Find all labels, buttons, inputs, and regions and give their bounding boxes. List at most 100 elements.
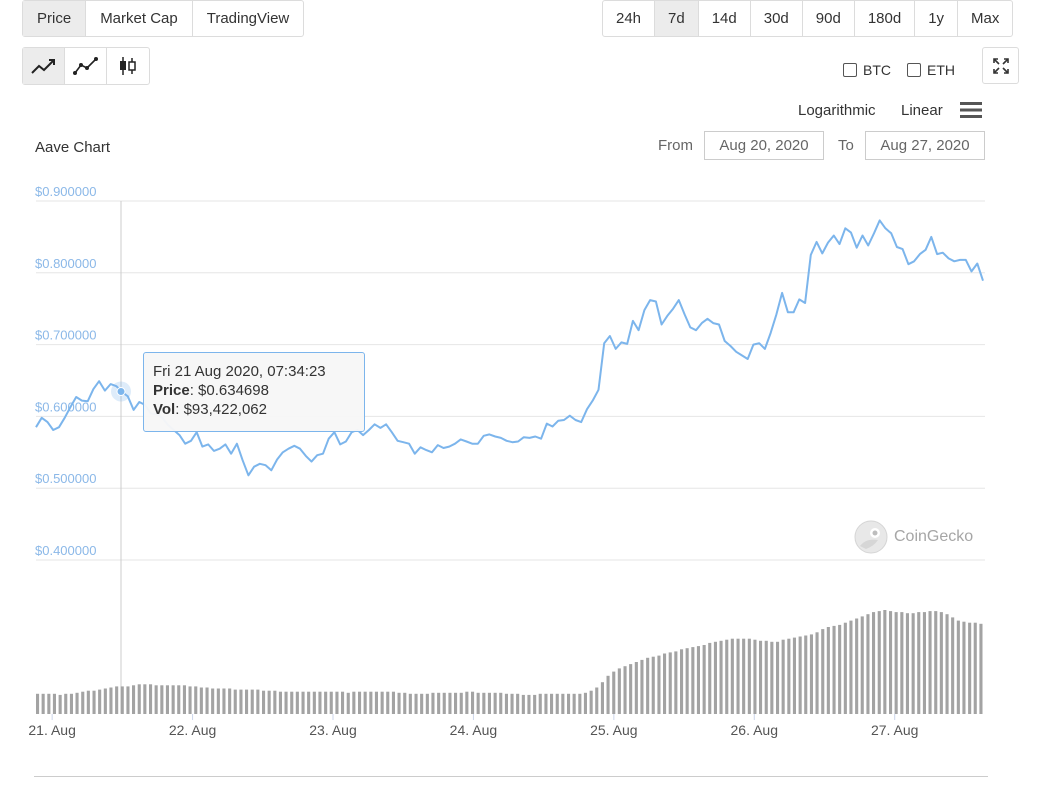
volume-bar <box>81 691 85 714</box>
volume-bar <box>634 662 638 714</box>
volume-bar <box>781 639 785 714</box>
line-chart-icon <box>30 59 55 74</box>
volume-bar <box>120 686 124 714</box>
volume-bar <box>165 685 169 714</box>
tooltip-price-value: $0.634698 <box>198 382 269 399</box>
volume-bar <box>533 694 537 714</box>
coingecko-logo-icon <box>854 520 888 554</box>
volume-bar <box>973 622 977 714</box>
volume-bar <box>487 692 491 714</box>
range-24h-button[interactable]: 24h <box>603 1 656 36</box>
volume-bar <box>301 691 305 714</box>
volume-bar <box>47 693 51 714</box>
fullscreen-button[interactable] <box>982 47 1019 84</box>
logarithmic-scale-button[interactable]: Logarithmic <box>798 102 876 119</box>
volume-bar <box>600 682 604 714</box>
volume-bar <box>606 675 610 714</box>
range-90d-button[interactable]: 90d <box>803 1 855 36</box>
from-date-input[interactable]: Aug 20, 2020 <box>704 131 824 160</box>
tab-price[interactable]: Price <box>23 1 87 36</box>
volume-bar <box>877 611 881 714</box>
volume-bar <box>962 621 966 714</box>
range-7d-button[interactable]: 7d <box>655 1 699 36</box>
volume-bar <box>69 693 73 714</box>
hamburger-menu-icon <box>960 102 982 118</box>
candlestick-icon <box>120 57 136 75</box>
volume-bar <box>843 622 847 714</box>
volume-bar <box>753 639 757 714</box>
volume-bar <box>273 690 277 714</box>
volume-bar <box>499 692 503 714</box>
tab-tradingview[interactable]: TradingView <box>206 10 290 27</box>
volume-bar <box>482 692 486 714</box>
from-label: From <box>658 137 693 154</box>
volume-bar <box>262 690 266 714</box>
volume-bar <box>928 611 932 714</box>
volume-bar <box>968 622 972 714</box>
volume-bar <box>527 694 531 714</box>
compare-btc-checkbox[interactable]: BTC <box>843 62 891 78</box>
volume-bar <box>318 691 322 714</box>
volume-bar <box>369 691 373 714</box>
chart-navigator[interactable] <box>34 776 988 788</box>
volume-bar <box>510 693 514 714</box>
volume-bar <box>883 610 887 714</box>
volume-bar <box>290 691 294 714</box>
range-max-button[interactable]: Max <box>971 10 1000 27</box>
volume-bar <box>516 693 520 714</box>
volume-bar <box>646 657 650 714</box>
tooltip-volume-value: $93,422,062 <box>183 401 267 418</box>
tooltip-price-label: Price <box>153 382 190 399</box>
volume-bar <box>764 640 768 714</box>
volume-bar <box>657 655 661 714</box>
volume-bar <box>617 668 621 714</box>
volume-bar <box>465 691 469 714</box>
volume-bar <box>612 671 616 714</box>
volume-bar <box>267 690 271 714</box>
volume-bar <box>341 691 345 714</box>
volume-bar <box>250 689 254 714</box>
volume-bar <box>36 693 40 714</box>
compare-eth-checkbox[interactable]: ETH <box>907 62 955 78</box>
volume-bar <box>363 691 367 714</box>
volume-bar <box>233 689 237 714</box>
volume-bar <box>702 645 706 714</box>
volume-bar <box>137 684 141 714</box>
tab-market-cap[interactable]: Market Cap <box>86 1 193 36</box>
chart-tooltip: Fri 21 Aug 2020, 07:34:23 Price: $0.6346… <box>143 352 365 432</box>
volume-bar <box>471 691 475 714</box>
to-date-input[interactable]: Aug 27, 2020 <box>865 131 985 160</box>
volume-bar <box>776 641 780 714</box>
range-1y-button[interactable]: 1y <box>915 1 959 36</box>
chart-menu-button[interactable] <box>960 101 982 124</box>
volume-bar <box>725 639 729 714</box>
volume-bar <box>583 692 587 714</box>
x-tick-label: 24. Aug <box>450 722 498 738</box>
point-line-chart-button[interactable] <box>65 48 107 84</box>
chart-tabs: Price Market Cap TradingView <box>22 0 305 37</box>
volume-bar <box>329 691 333 714</box>
compare-eth-label: ETH <box>927 62 955 78</box>
range-30d-button[interactable]: 30d <box>751 1 803 36</box>
linear-scale-button[interactable]: Linear <box>901 102 943 119</box>
tooltip-price-row: Price: $0.634698 <box>153 382 269 399</box>
volume-bar <box>595 687 599 714</box>
chart-title: Aave Chart <box>35 139 111 156</box>
range-14d-button[interactable]: 14d <box>699 1 751 36</box>
candlestick-chart-button[interactable] <box>107 48 149 84</box>
volume-bar <box>815 632 819 714</box>
volume-bar <box>894 612 898 714</box>
volume-bar <box>98 689 102 714</box>
y-tick-label: $0.800000 <box>35 256 96 271</box>
line-chart-button[interactable] <box>23 48 65 84</box>
volume-bar <box>934 611 938 714</box>
volume-bar <box>708 642 712 714</box>
volume-bar <box>64 693 68 714</box>
volume-bar <box>742 638 746 714</box>
volume-bar <box>414 693 418 714</box>
volume-bar <box>86 690 90 714</box>
range-180d-button[interactable]: 180d <box>855 1 916 36</box>
to-label: To <box>838 137 854 154</box>
volume-bar <box>239 689 243 714</box>
volume-bar <box>358 691 362 714</box>
